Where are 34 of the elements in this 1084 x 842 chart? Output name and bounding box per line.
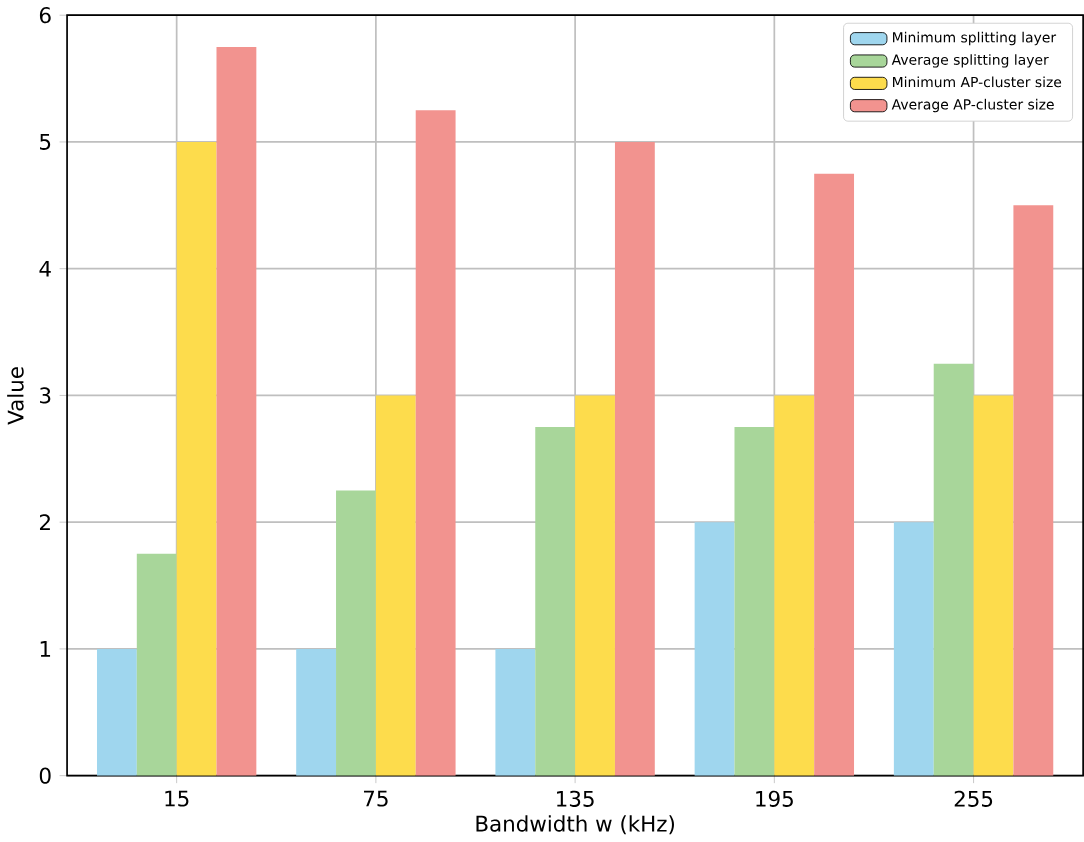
y-tick-label: 4 [39,261,51,277]
bar [296,649,337,776]
bar [814,173,855,776]
bar [176,142,217,776]
x-tick-label: 75 [364,791,388,807]
bar [614,142,655,776]
bar [734,427,775,776]
bar [96,649,137,776]
x-tick-label: 135 [557,790,594,808]
bar [774,395,815,776]
bar [495,649,536,776]
bar [933,364,974,776]
bar [575,395,615,776]
bar [535,427,576,776]
y-axis-title: Value [7,367,24,425]
x-tick-label: 15 [165,791,189,807]
bar [694,522,735,776]
bar [336,490,376,776]
x-axis-title: Bandwidth w (kHz) [476,815,675,835]
x-tick-label: 255 [954,790,993,808]
x-tick-label: 195 [756,790,793,808]
y-tick-label: 3 [40,387,51,404]
bar [893,522,934,776]
bar [1013,205,1054,776]
y-tick-label: 0 [39,767,51,785]
bar [973,395,1014,776]
y-tick-label: 1 [40,641,51,658]
bar [415,110,456,776]
y-tick-label: 5 [40,134,51,151]
y-tick-label: 6 [39,7,51,24]
bar [216,47,257,776]
y-tick-label: 2 [39,514,50,531]
bar [375,395,416,776]
bar [136,554,177,776]
